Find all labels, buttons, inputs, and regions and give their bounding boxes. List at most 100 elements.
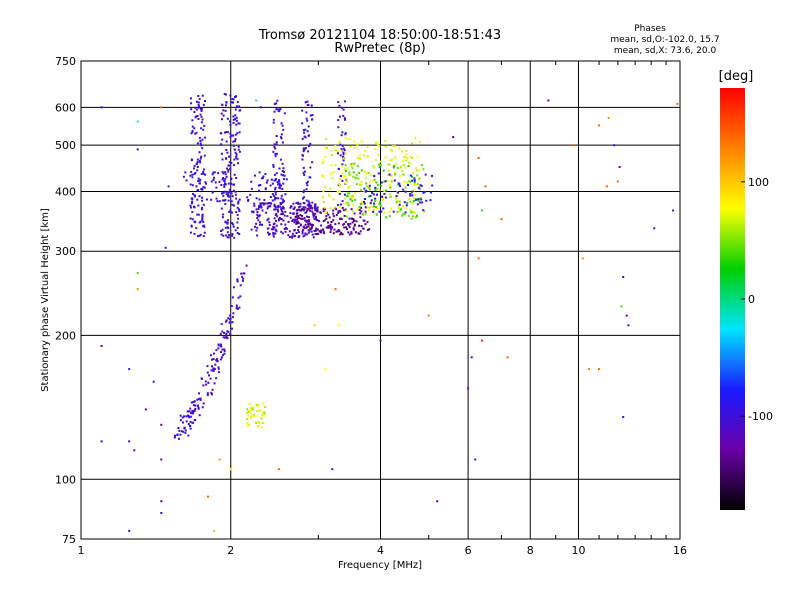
data-point [305,233,308,236]
data-point [339,143,342,146]
data-point [309,227,312,230]
data-point [407,184,409,186]
data-point [311,118,313,121]
data-point [573,144,576,147]
data-point [341,206,344,209]
data-point [297,202,300,205]
data-point [236,213,239,216]
data-point [308,207,311,210]
data-point [278,186,281,189]
data-point [391,158,394,161]
data-point [273,143,276,146]
data-point [348,217,351,220]
data-point [235,177,238,179]
data-point [272,150,275,153]
data-point [313,218,316,221]
data-point [308,222,311,225]
data-point [262,175,265,178]
data-point [302,154,304,157]
data-point [197,177,200,180]
data-point [269,184,272,187]
data-point [261,426,264,429]
data-point [353,212,356,215]
data-point [613,144,616,147]
data-point [329,172,332,175]
data-point [358,172,361,174]
data-point [200,127,203,130]
data-point [364,177,367,180]
data-point [431,174,433,177]
data-point [201,406,204,409]
data-point [293,206,296,209]
data-point [411,190,414,193]
data-point [249,193,252,196]
data-point [280,213,283,216]
data-point [356,208,359,211]
data-point [303,196,306,199]
data-point [307,200,310,203]
data-point [374,189,377,191]
data-point [176,434,179,436]
data-point [245,264,248,267]
data-point [198,195,201,198]
data-point [302,225,305,228]
data-point [282,128,285,131]
data-point [187,423,190,426]
data-point [202,170,205,173]
data-point [238,122,241,125]
data-point [396,191,399,194]
data-point [268,221,271,224]
data-point [211,365,213,368]
data-point [235,155,238,158]
data-point [223,348,226,351]
data-point [313,324,316,327]
data-point [196,115,199,117]
data-point [309,204,311,207]
data-point [377,153,380,156]
data-point [343,197,346,200]
data-point [376,143,379,146]
data-point [283,174,286,177]
data-point [220,343,222,346]
data-point [322,159,325,162]
data-point [343,226,346,229]
data-point [297,231,300,234]
data-point [255,229,258,232]
data-point [219,332,222,335]
data-point [279,205,282,208]
data-point [227,169,230,171]
data-point [236,278,239,281]
data-point [136,120,139,123]
data-point [332,219,335,222]
data-point [200,155,203,158]
data-point [189,231,192,234]
data-point [305,226,308,229]
data-point [309,223,312,226]
data-point [332,212,335,215]
data-point [302,235,305,238]
data-point [391,144,394,147]
data-point [303,189,306,192]
data-point [100,106,103,109]
y-tick-label: 75 [62,533,76,546]
data-point [234,95,237,98]
data-point [183,415,186,418]
data-point [346,192,349,195]
data-point [373,205,375,208]
data-point [301,122,304,125]
data-point [401,150,404,153]
data-point [260,177,263,180]
data-point [283,214,286,217]
data-point [411,142,413,145]
data-point [198,97,201,100]
data-point [283,112,286,115]
data-point [216,360,219,363]
data-point [398,210,401,212]
data-point [369,194,372,197]
data-point [307,223,310,226]
data-point [210,369,213,372]
data-point [276,208,279,211]
data-point [295,220,298,223]
data-point [261,223,263,226]
data-point [222,109,225,112]
